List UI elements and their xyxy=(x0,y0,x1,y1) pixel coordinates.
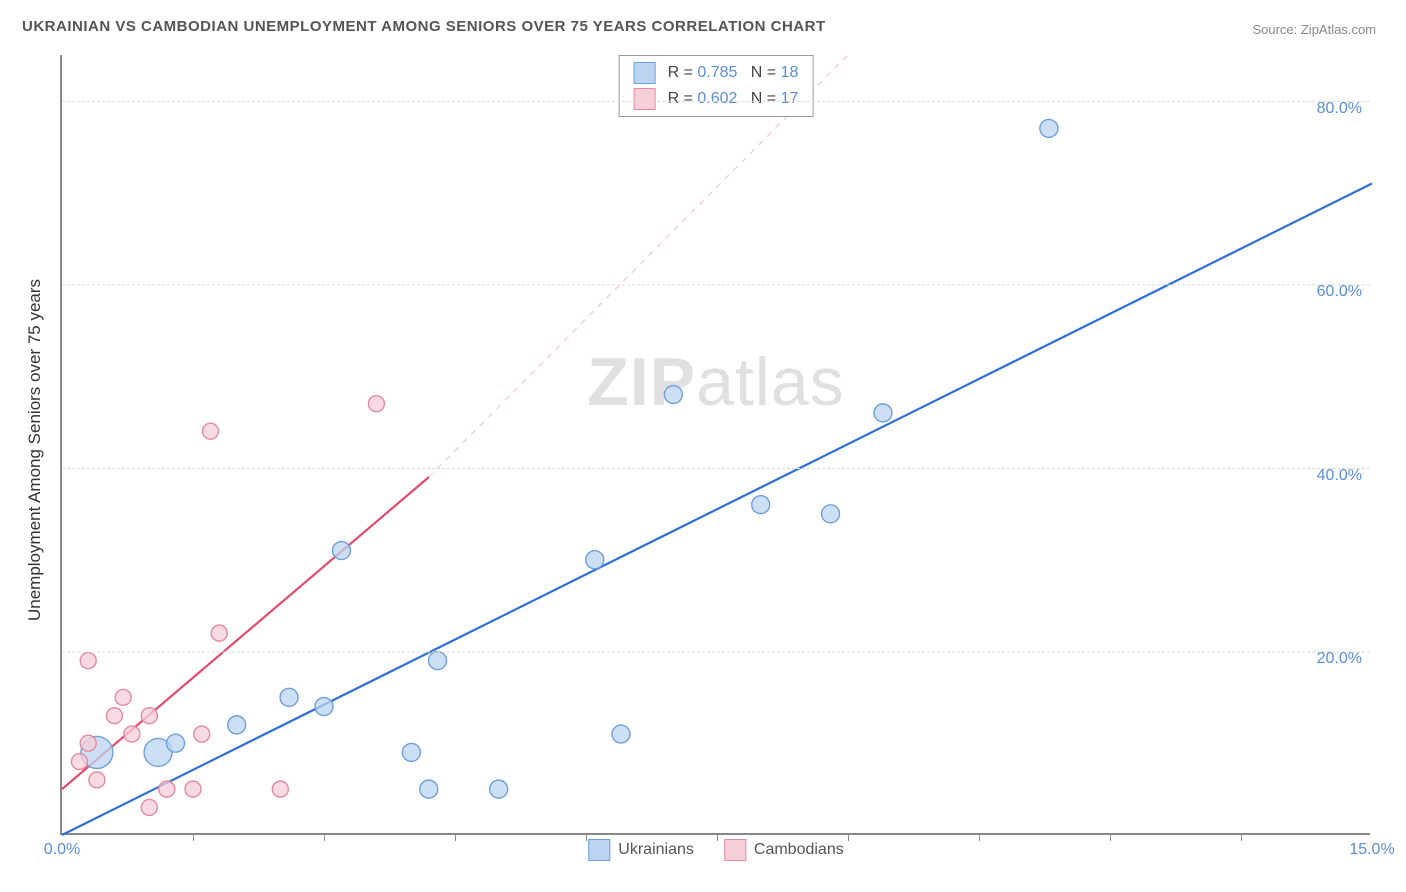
data-point xyxy=(141,708,157,724)
plot-area: ZIPatlas R = 0.785 N = 18R = 0.602 N = 1… xyxy=(60,55,1370,835)
x-tick-mark xyxy=(717,833,718,841)
data-point xyxy=(167,734,185,752)
data-point xyxy=(89,772,105,788)
data-point xyxy=(822,505,840,523)
legend-stat-row: R = 0.602 N = 17 xyxy=(620,86,813,112)
data-point xyxy=(315,698,333,716)
regression-line xyxy=(62,477,429,789)
data-point xyxy=(752,496,770,514)
data-point xyxy=(1040,119,1058,137)
data-point xyxy=(612,725,630,743)
x-tick-mark xyxy=(848,833,849,841)
legend-stat-row: R = 0.785 N = 18 xyxy=(620,60,813,86)
y-tick-label: 80.0% xyxy=(1317,100,1362,118)
data-point xyxy=(368,396,384,412)
y-tick-label: 20.0% xyxy=(1317,650,1362,668)
gridline xyxy=(62,101,1370,102)
x-tick-mark xyxy=(1110,833,1111,841)
x-tick-label: 15.0% xyxy=(1349,841,1394,859)
legend-stat-text: R = 0.785 N = 18 xyxy=(668,64,799,82)
data-point xyxy=(280,688,298,706)
data-point xyxy=(586,551,604,569)
legend-series-item: Ukrainians xyxy=(588,839,694,861)
data-point xyxy=(420,780,438,798)
data-point xyxy=(124,726,140,742)
legend-series-item: Cambodians xyxy=(724,839,844,861)
data-point xyxy=(272,781,288,797)
data-point xyxy=(115,689,131,705)
data-point xyxy=(185,781,201,797)
gridline xyxy=(62,284,1370,285)
gridline xyxy=(62,468,1370,469)
chart-title: UKRAINIAN VS CAMBODIAN UNEMPLOYMENT AMON… xyxy=(22,18,826,35)
legend-swatch xyxy=(724,839,746,861)
data-point xyxy=(402,743,420,761)
data-point xyxy=(332,542,350,560)
x-tick-mark xyxy=(324,833,325,841)
x-tick-mark xyxy=(979,833,980,841)
x-tick-label: 0.0% xyxy=(44,841,80,859)
data-point xyxy=(664,386,682,404)
regression-dashed xyxy=(429,55,848,477)
data-point xyxy=(141,799,157,815)
x-tick-mark xyxy=(455,833,456,841)
gridline xyxy=(62,651,1370,652)
legend-series-label: Ukrainians xyxy=(618,841,694,859)
data-point xyxy=(194,726,210,742)
data-point xyxy=(71,754,87,770)
legend-swatch xyxy=(634,62,656,84)
data-point xyxy=(202,423,218,439)
y-tick-label: 40.0% xyxy=(1317,467,1362,485)
data-point xyxy=(228,716,246,734)
legend-swatch xyxy=(588,839,610,861)
regression-line xyxy=(62,183,1372,835)
legend-top: R = 0.785 N = 18 R = 0.602 N = 17 xyxy=(619,55,814,117)
legend-stat-text: R = 0.602 N = 17 xyxy=(668,90,799,108)
data-point xyxy=(429,652,447,670)
x-tick-mark xyxy=(1241,833,1242,841)
legend-bottom: Ukrainians Cambodians xyxy=(588,839,843,861)
data-point xyxy=(106,708,122,724)
data-point xyxy=(874,404,892,422)
x-tick-mark xyxy=(193,833,194,841)
data-point xyxy=(80,735,96,751)
data-point xyxy=(490,780,508,798)
x-tick-mark xyxy=(586,833,587,841)
data-point xyxy=(211,625,227,641)
legend-series-label: Cambodians xyxy=(754,841,844,859)
y-axis-label: Unemployment Among Seniors over 75 years xyxy=(25,275,45,625)
legend-swatch xyxy=(634,88,656,110)
y-tick-label: 60.0% xyxy=(1317,283,1362,301)
source-label: Source: ZipAtlas.com xyxy=(1252,22,1376,37)
chart-svg xyxy=(62,55,1370,833)
data-point xyxy=(159,781,175,797)
data-point xyxy=(80,653,96,669)
